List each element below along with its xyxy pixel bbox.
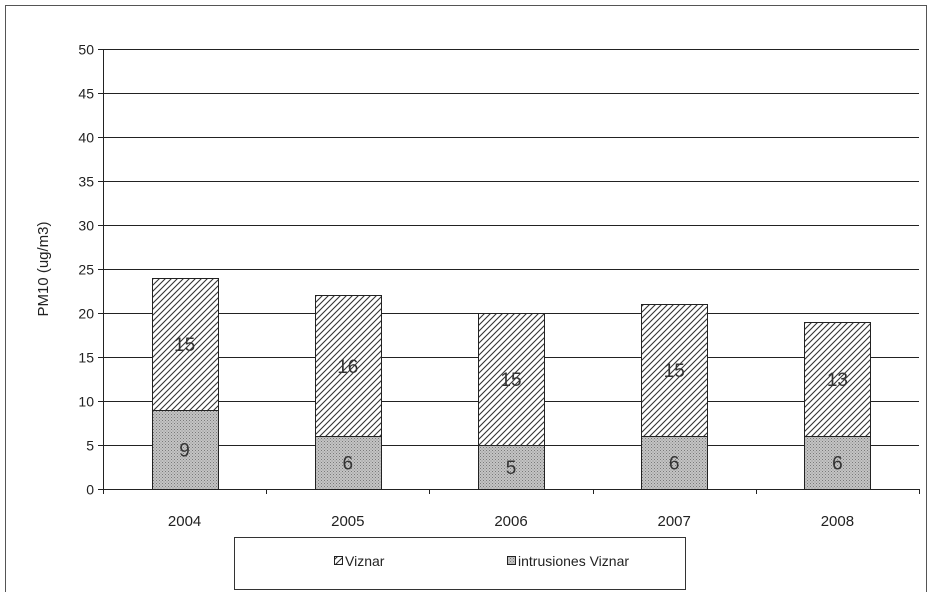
y-tick-label: 0 xyxy=(86,482,94,498)
bar-viznar-2008 xyxy=(804,322,871,437)
data-label: 13 xyxy=(827,370,848,391)
data-labels: 9 15 6 16 5 15 6 15 6 13 xyxy=(174,335,848,479)
legend-swatch-intrusiones xyxy=(507,556,516,565)
data-label: 15 xyxy=(500,370,521,391)
data-label: 6 xyxy=(832,454,843,475)
data-label: 15 xyxy=(174,335,195,356)
y-tick-label: 45 xyxy=(78,86,94,102)
y-tick-label: 35 xyxy=(78,174,94,190)
y-tick-label: 50 xyxy=(78,42,94,58)
bar-viznar-2005 xyxy=(315,295,382,437)
legend: Viznar intrusiones Viznar xyxy=(234,537,686,590)
y-tick-label: 20 xyxy=(78,306,94,322)
data-label: 6 xyxy=(669,454,680,475)
legend-swatch-viznar xyxy=(334,556,343,565)
bar-viznar-2004 xyxy=(152,278,219,411)
legend-box xyxy=(234,537,686,590)
x-tick-label: 2006 xyxy=(494,513,527,530)
y-tick-label: 10 xyxy=(78,394,94,410)
bar-viznar-2007 xyxy=(641,304,708,437)
bar-intrusiones-viznar-2006 xyxy=(478,445,545,490)
legend-label-viznar: Viznar xyxy=(345,553,385,569)
bar-intrusiones-viznar-2007 xyxy=(641,436,708,490)
data-label: 5 xyxy=(506,458,517,479)
bars xyxy=(152,278,871,490)
data-label: 16 xyxy=(337,357,358,378)
legend-label-intrusiones: intrusiones Viznar xyxy=(518,553,629,569)
y-axis-title: PM10 (ug/m3) xyxy=(35,221,52,316)
bar-intrusiones-viznar-2008 xyxy=(804,436,871,490)
x-tick-label: 2007 xyxy=(658,513,691,530)
x-tick-label: 2008 xyxy=(821,513,854,530)
x-tick-label: 2005 xyxy=(331,513,364,530)
bar-intrusiones-viznar-2005 xyxy=(315,436,382,490)
data-label: 9 xyxy=(179,440,190,461)
y-tick-label: 5 xyxy=(86,438,94,454)
y-tick-label: 25 xyxy=(78,262,94,278)
x-tick-label: 2004 xyxy=(168,513,201,530)
data-label: 6 xyxy=(343,454,354,475)
gridlines xyxy=(103,49,919,446)
y-tick-label: 15 xyxy=(78,350,94,366)
bar-intrusiones-viznar-2004 xyxy=(152,410,219,490)
data-label: 15 xyxy=(664,361,685,382)
y-tick-label: 40 xyxy=(78,130,94,146)
y-tick-label: 30 xyxy=(78,218,94,234)
bar-viznar-2006 xyxy=(478,313,545,446)
axes: 0 5 10 15 20 25 30 35 40 45 50 2004 2005 2006 2007 2008 xyxy=(78,42,920,530)
